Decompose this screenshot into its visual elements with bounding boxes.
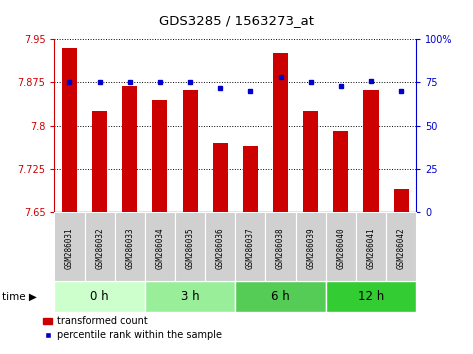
Bar (145, 212, 175, 281)
Bar (356, 212, 386, 281)
Bar (394, 189, 409, 212)
Text: 0 h: 0 h (90, 290, 109, 303)
Text: time ▶: time ▶ (2, 291, 37, 302)
Text: GSM286041: GSM286041 (367, 228, 376, 269)
Text: GSM286034: GSM286034 (156, 228, 165, 269)
Bar (175, 212, 205, 281)
Text: GSM286031: GSM286031 (65, 228, 74, 269)
Text: GSM286037: GSM286037 (246, 228, 255, 269)
Text: GSM286038: GSM286038 (276, 228, 285, 269)
Bar (114, 212, 145, 281)
Bar (235, 281, 326, 312)
Bar (296, 212, 326, 281)
Bar (92, 111, 107, 212)
Bar (303, 111, 318, 212)
Text: GSM286033: GSM286033 (125, 228, 134, 269)
Text: GSM286039: GSM286039 (306, 228, 315, 269)
Bar (386, 212, 416, 281)
Bar (205, 212, 235, 281)
Bar (326, 212, 356, 281)
Bar (183, 90, 198, 212)
Bar (152, 99, 167, 212)
Text: GSM286035: GSM286035 (185, 228, 194, 269)
Bar (122, 86, 137, 212)
Bar (265, 212, 296, 281)
Text: GDS3285 / 1563273_at: GDS3285 / 1563273_at (159, 14, 314, 27)
Text: GSM286032: GSM286032 (95, 228, 104, 269)
Text: 3 h: 3 h (181, 290, 200, 303)
Legend: transformed count, percentile rank within the sample: transformed count, percentile rank withi… (43, 316, 222, 340)
Bar (326, 281, 416, 312)
Bar (85, 212, 114, 281)
Bar (243, 146, 258, 212)
Text: 6 h: 6 h (271, 290, 290, 303)
Bar (54, 281, 145, 312)
Text: GSM286040: GSM286040 (336, 228, 345, 269)
Text: 12 h: 12 h (358, 290, 384, 303)
Bar (235, 212, 265, 281)
Bar (54, 212, 85, 281)
Bar (333, 131, 349, 212)
Bar (145, 281, 235, 312)
Text: GSM286042: GSM286042 (397, 228, 406, 269)
Bar (273, 53, 288, 212)
Text: GSM286036: GSM286036 (216, 228, 225, 269)
Bar (213, 143, 228, 212)
Bar (363, 90, 378, 212)
Bar (62, 48, 77, 212)
